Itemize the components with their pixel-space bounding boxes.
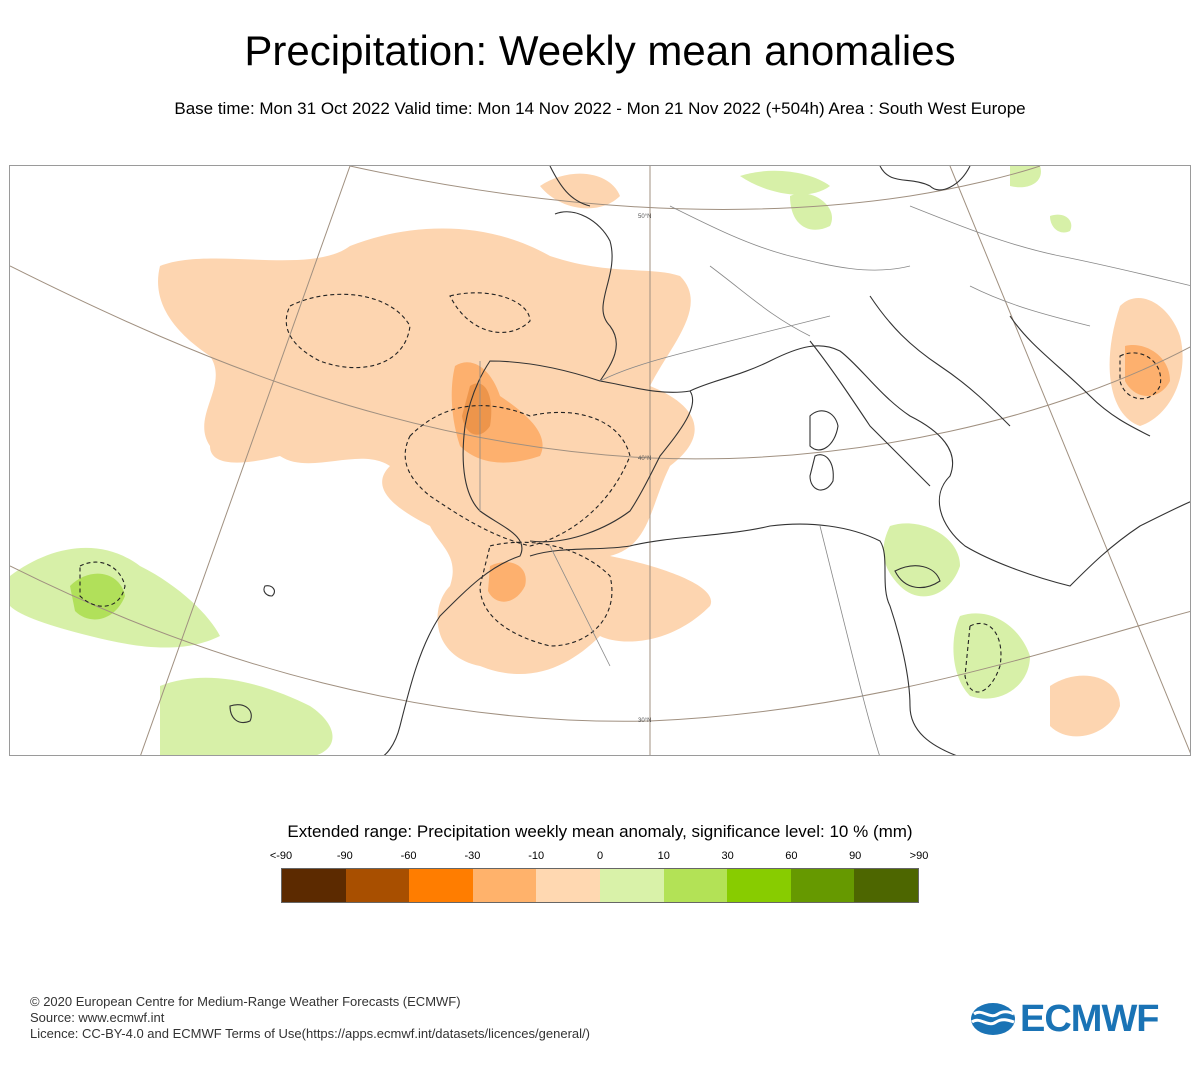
anomaly-map: 50°N 40°N 30°N: [10, 166, 1190, 755]
legend-swatch: [536, 869, 600, 902]
legend-swatch: [599, 869, 664, 902]
graticule-lines: [10, 166, 1190, 755]
legend-swatch: [790, 869, 855, 902]
legend-swatch: [663, 869, 728, 902]
legend-swatch: [854, 869, 918, 902]
legend-label: 30: [721, 850, 734, 862]
legend-label: <-90: [269, 850, 293, 862]
significance-contours: [79, 292, 1162, 693]
legend-swatch: [282, 869, 346, 902]
page-subtitle: Base time: Mon 31 Oct 2022 Valid time: M…: [174, 99, 1026, 118]
legend-swatch: [345, 869, 410, 902]
legend-label: 60: [785, 850, 798, 862]
coastlines: [229, 166, 1190, 755]
source-text: Source: www.ecmwf.int: [30, 1010, 165, 1025]
ecmwf-logo-icon: [971, 1003, 1015, 1035]
legend-label: -90: [336, 850, 353, 862]
legend-label: 90: [849, 850, 862, 862]
map-panel: 50°N 40°N 30°N: [9, 165, 1191, 756]
ecmwf-logo: ECMWF: [970, 997, 1175, 1041]
dry-anomaly-light-areas: [158, 173, 1183, 737]
legend-title: Extended range: Precipitation weekly mea…: [287, 822, 913, 841]
legend-label: 0: [596, 850, 604, 862]
footer: © 2020 European Centre for Medium-Range …: [30, 994, 590, 1042]
legend-label: -10: [528, 850, 545, 862]
logo-text: ECMWF: [1020, 997, 1160, 1040]
page-title: Precipitation: Weekly mean anomalies: [244, 27, 956, 74]
legend-swatch: [727, 869, 791, 902]
dry-anomaly-strong-areas: [451, 345, 1170, 602]
licence-text: Licence: CC-BY-4.0 and ECMWF Terms of Us…: [30, 1026, 590, 1041]
legend-color-bar: [281, 868, 919, 903]
copyright-text: © 2020 European Centre for Medium-Range …: [30, 994, 461, 1009]
legend-label: -30: [464, 850, 481, 862]
legend-label: >90: [909, 850, 929, 862]
legend-label: 10: [657, 850, 670, 862]
wet-anomaly-areas: [10, 166, 1072, 755]
legend-labels: <-90 -90 -60 -30 -10 0 10 30 60 90 >90: [270, 849, 929, 865]
legend-label: -60: [400, 850, 417, 862]
legend-swatch: [472, 869, 537, 902]
lat-label-40n: 40°N: [638, 456, 651, 462]
lat-label-50n: 50°N: [638, 214, 651, 220]
lat-label-30n: 30°N: [638, 718, 651, 724]
legend-swatch: [409, 869, 473, 902]
country-borders: [479, 205, 1190, 755]
